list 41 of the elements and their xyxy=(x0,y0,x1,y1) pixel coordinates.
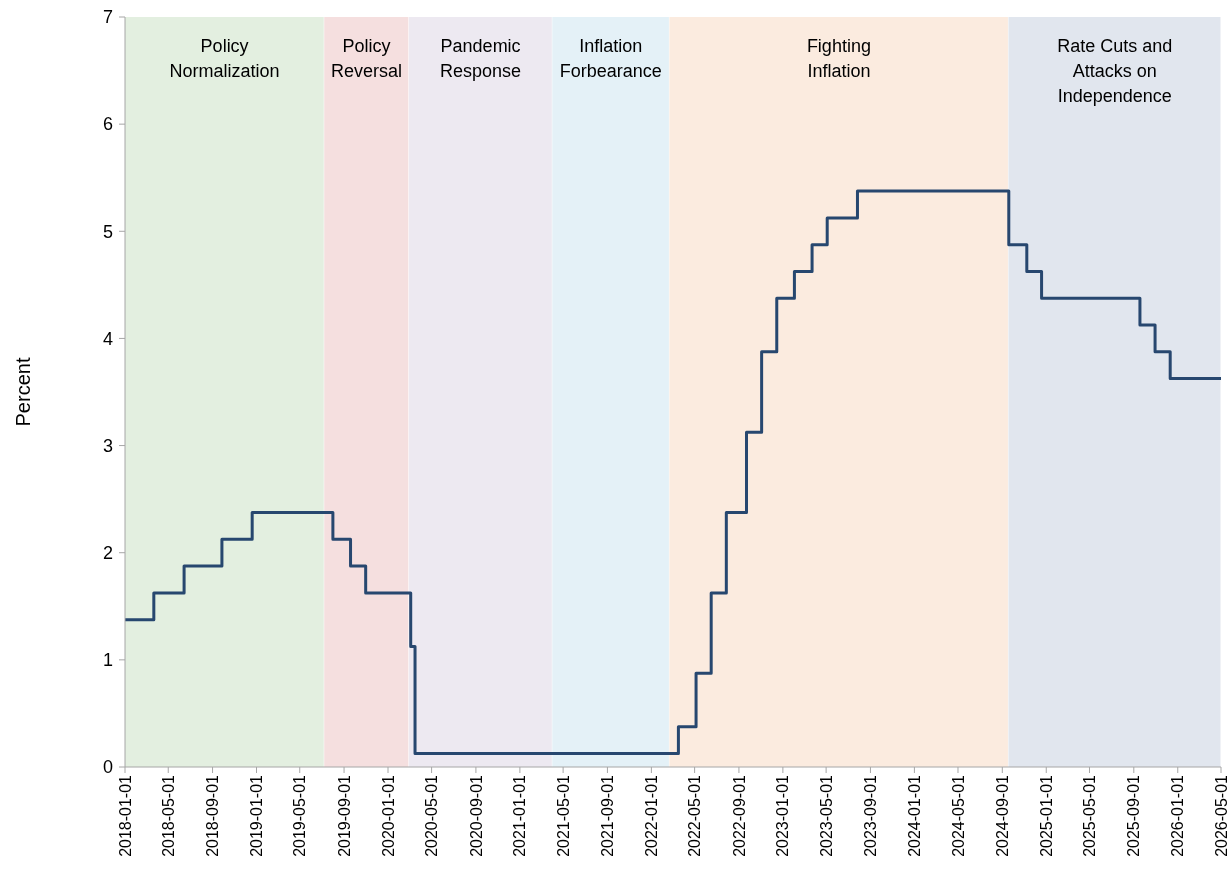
x-tick-label: 2024-05-01 xyxy=(949,774,967,857)
x-tick-label: 2022-05-01 xyxy=(686,774,704,857)
x-tick-label: 2021-05-01 xyxy=(554,774,572,857)
x-tick-label: 2020-05-01 xyxy=(423,774,441,857)
band-label: Rate Cuts and Attacks on Independence xyxy=(1057,36,1173,106)
y-tick-label: 5 xyxy=(102,221,113,242)
x-tick-label: 2020-01-01 xyxy=(379,774,397,857)
x-tick-label: 2025-05-01 xyxy=(1081,774,1099,857)
y-tick-label: 7 xyxy=(102,7,113,28)
band-label: Policy Reversal xyxy=(331,36,403,81)
x-tick-label: 2018-01-01 xyxy=(116,774,134,857)
y-tick-label: 0 xyxy=(102,757,113,778)
x-tick-label: 2025-01-01 xyxy=(1037,774,1055,857)
x-tick-label: 2019-01-01 xyxy=(248,774,266,857)
x-tick-label: 2024-09-01 xyxy=(993,774,1011,857)
x-tick-label: 2023-01-01 xyxy=(774,774,792,857)
x-tick-label: 2018-05-01 xyxy=(159,774,177,857)
x-tick-label: 2019-09-01 xyxy=(335,774,353,857)
y-tick-label: 1 xyxy=(102,650,113,671)
y-tick-label: 3 xyxy=(102,435,113,456)
y-tick-label: 6 xyxy=(102,114,113,135)
band-label: Pandemic Response xyxy=(440,36,522,81)
x-tick-label: 2025-09-01 xyxy=(1125,774,1143,857)
x-tick-label: 2023-09-01 xyxy=(862,774,880,857)
x-tick-label: 2024-01-01 xyxy=(905,774,923,857)
band-label: Fighting Inflation xyxy=(806,36,871,81)
x-tick-label: 2021-01-01 xyxy=(511,774,529,857)
x-tick-label: 2022-01-01 xyxy=(642,774,660,857)
y-tick-label: 2 xyxy=(102,543,113,564)
x-tick-label: 2019-05-01 xyxy=(291,774,309,857)
x-tick-label: 2021-09-01 xyxy=(599,774,617,857)
x-tick-label: 2022-09-01 xyxy=(730,774,748,857)
x-tick-label: 2026-05-01 xyxy=(1212,774,1230,857)
x-tick-label: 2023-05-01 xyxy=(817,774,835,857)
x-tick-label: 2018-09-01 xyxy=(204,774,222,857)
y-tick-label: 4 xyxy=(102,328,113,349)
x-tick-label: 2020-09-01 xyxy=(467,774,485,857)
band-label: Policy Normalization xyxy=(169,36,280,81)
x-tick-label: 2026-01-01 xyxy=(1169,774,1187,857)
y-axis-title: Percent xyxy=(12,357,34,427)
band-label: Inflation Forbearance xyxy=(559,36,662,81)
